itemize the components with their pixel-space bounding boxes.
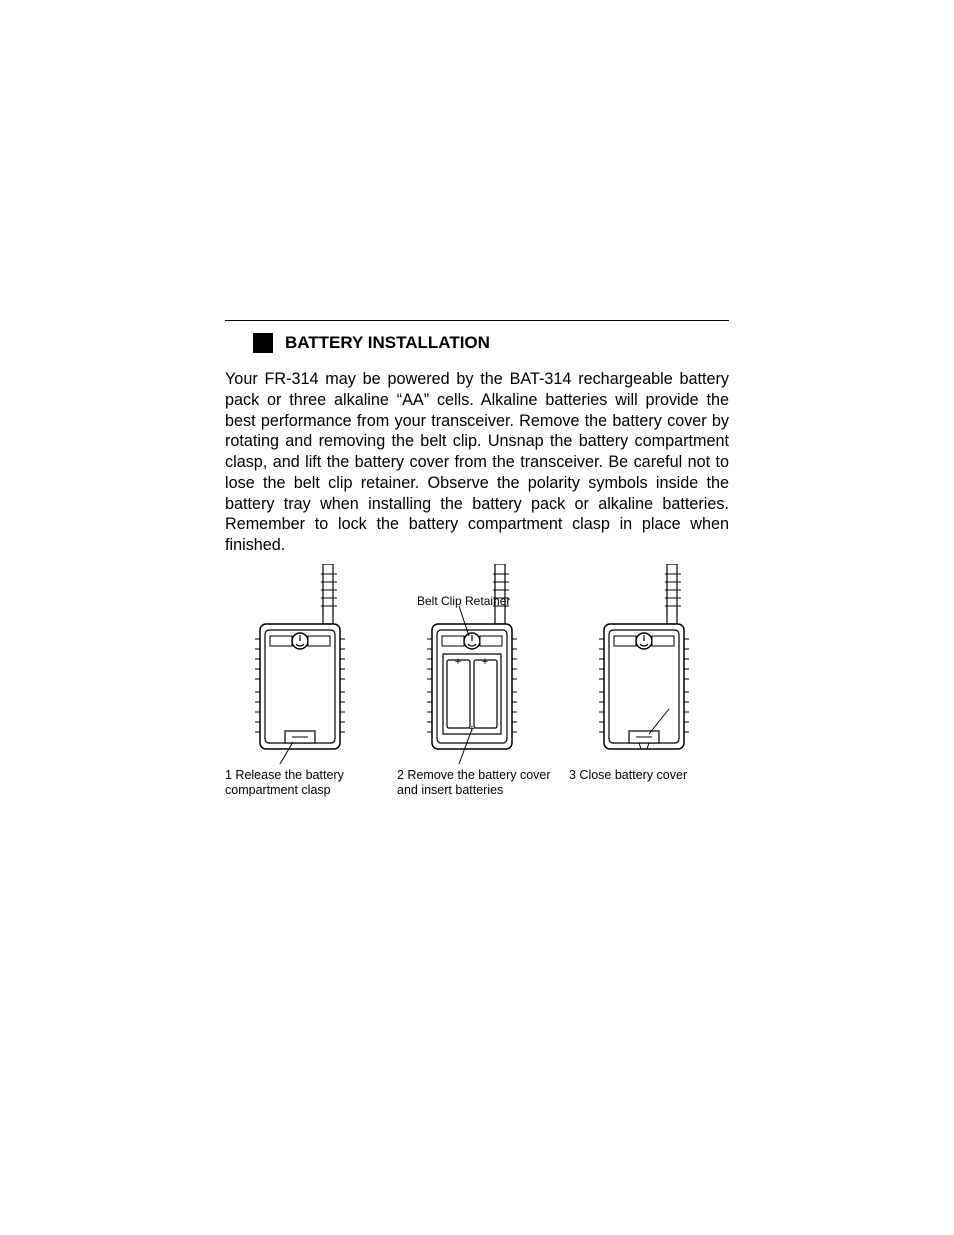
radio-open-illustration: Belt Clip Retainer (397, 564, 557, 764)
radio-closed2-illustration (569, 564, 729, 764)
svg-text:+: + (455, 656, 461, 668)
figure-1: 1 Release the battery compartment clasp (225, 564, 385, 799)
divider-line (225, 320, 729, 321)
radio-closed-illustration (225, 564, 385, 764)
svg-text:+: + (482, 656, 488, 668)
figure-2-caption: 2 Remove the battery cover and insert ba… (397, 768, 557, 799)
belt-clip-retainer-label: Belt Clip Retainer (417, 594, 510, 608)
bullet-square-icon (253, 333, 273, 353)
figure-1-caption: 1 Release the battery compartment clasp (225, 768, 385, 799)
figure-3: 3 Close battery cover (569, 564, 729, 799)
section-header: BATTERY INSTALLATION (225, 333, 729, 353)
figure-2: Belt Clip Retainer (397, 564, 557, 799)
body-paragraph: Your FR-314 may be powered by the BAT-31… (225, 369, 729, 556)
manual-page: BATTERY INSTALLATION Your FR-314 may be … (0, 0, 954, 1235)
section-title: BATTERY INSTALLATION (285, 333, 490, 353)
figure-row: 1 Release the battery compartment clasp … (225, 564, 729, 799)
figure-3-caption: 3 Close battery cover (569, 768, 729, 784)
